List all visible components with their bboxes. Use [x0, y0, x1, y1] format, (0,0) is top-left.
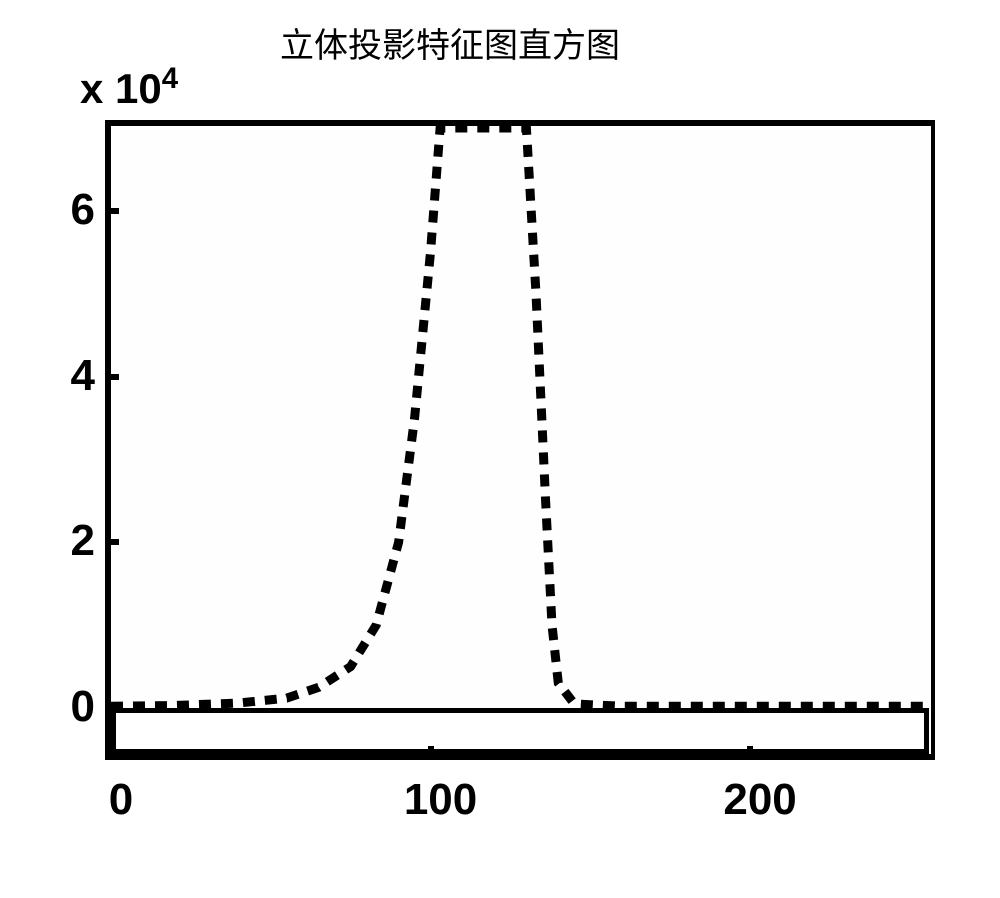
histogram-curve [105, 120, 935, 760]
x-tick-label: 100 [391, 775, 491, 825]
y-axis-exponent: x 104 [80, 62, 178, 113]
x-tick-mark [428, 746, 434, 760]
y-tick-mark [105, 374, 119, 380]
chart-container: 立体投影特征图直方图 x 104 0246 0100200 [0, 0, 1000, 898]
y-tick-label: 2 [55, 516, 95, 566]
plot-area: 0246 0100200 [105, 120, 935, 800]
y-tick-label: 4 [55, 351, 95, 401]
y-tick-label: 0 [55, 682, 95, 732]
x-tick-label: 0 [71, 775, 171, 825]
y-tick-label: 6 [55, 185, 95, 235]
chart-title: 立体投影特征图直方图 [280, 18, 620, 67]
y-tick-mark [105, 705, 119, 711]
x-tick-mark [747, 746, 753, 760]
y-tick-mark [105, 208, 119, 214]
x-tick-mark [108, 746, 114, 760]
y-tick-mark [105, 539, 119, 545]
x-tick-label: 200 [710, 775, 810, 825]
